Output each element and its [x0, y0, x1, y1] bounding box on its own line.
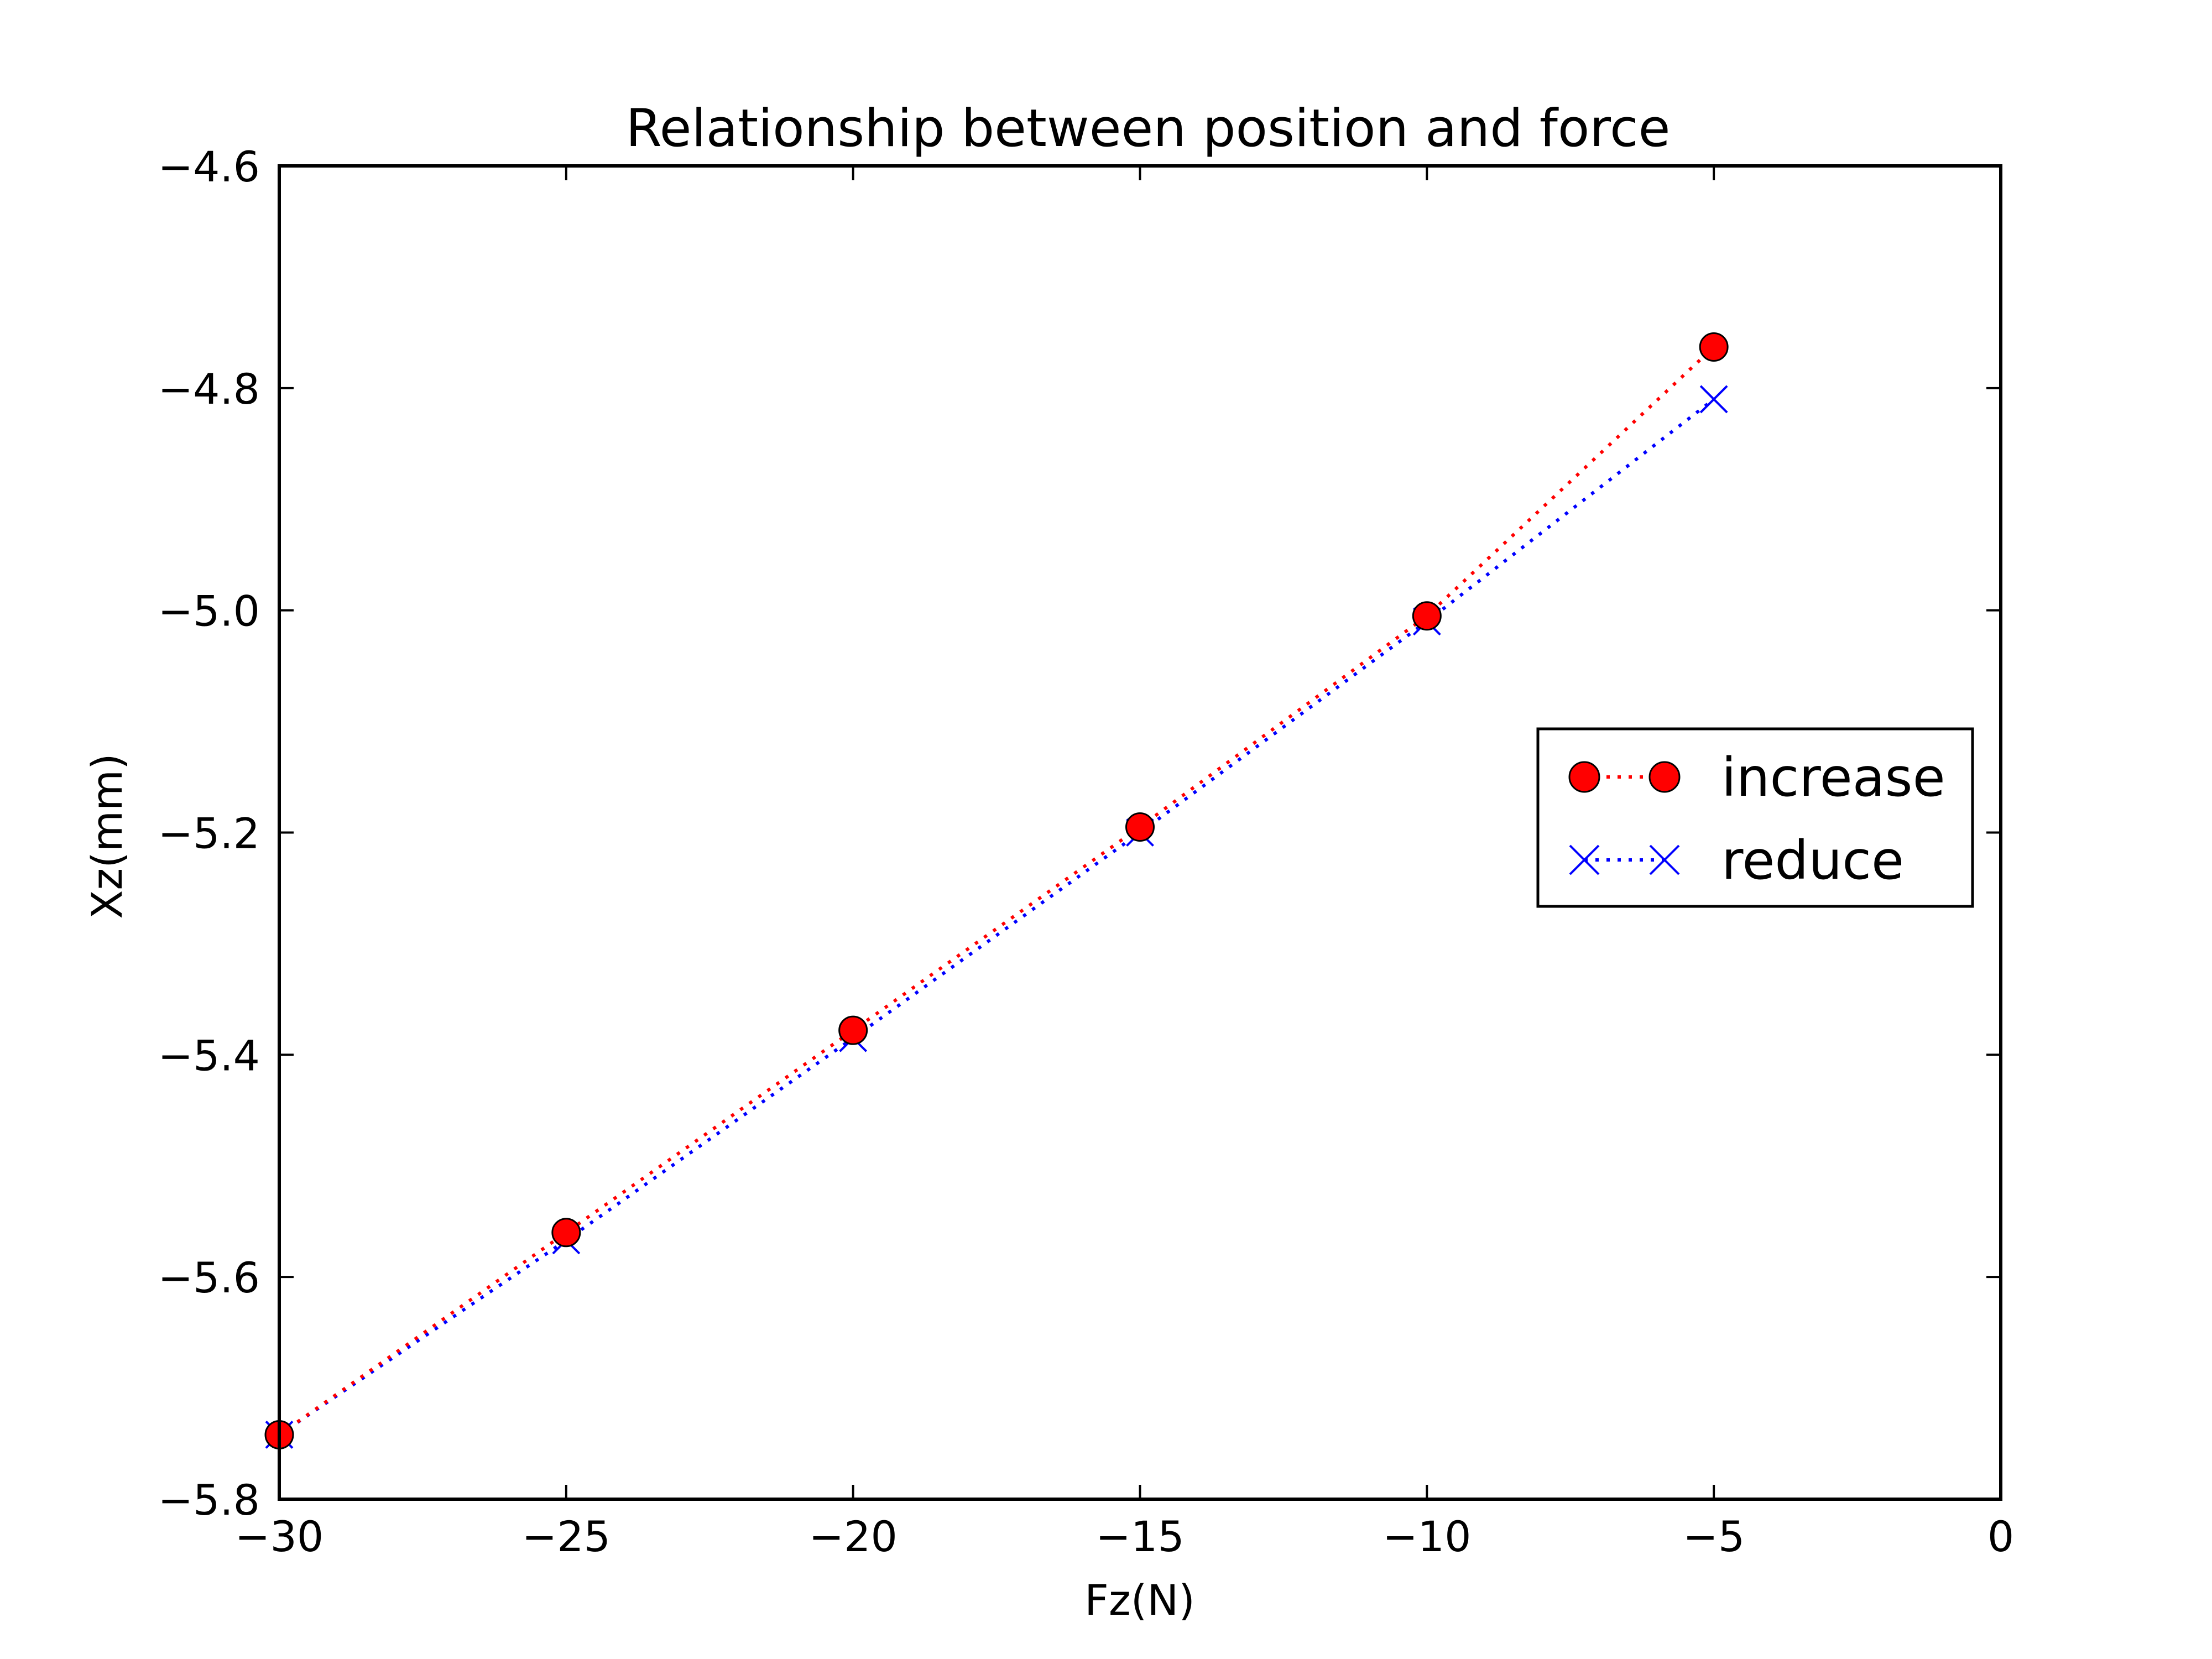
data-point-increase [1412, 601, 1442, 631]
y-tick-label: −5.4 [158, 1031, 260, 1080]
x-tick-label: −30 [235, 1512, 324, 1561]
legend-label-increase: increase [1721, 747, 1945, 808]
legend-frame [1536, 727, 1974, 908]
data-point-increase [551, 1218, 581, 1248]
x-tick-label: 0 [1987, 1512, 2014, 1561]
y-tick-label: −5.2 [158, 809, 260, 858]
y-tick-label: −5.6 [158, 1253, 260, 1302]
x-tick-label: −25 [522, 1512, 611, 1561]
axis-ticks: −30 −25 −20 −15 −10 −5 0 −5.8 −5.6 −5.4 −5.2 −5.0 −4… [158, 142, 2014, 1561]
y-axis-label: Xz(mm) [82, 753, 132, 919]
x-tick-label: −10 [1383, 1512, 1471, 1561]
y-tick-label: −5.0 [158, 587, 260, 636]
legend-label-reduce: reduce [1721, 830, 1904, 891]
x-axis-label: Fz(N) [1084, 1575, 1195, 1625]
legend-marker-increase [1648, 761, 1681, 793]
data-point-reduce [1699, 385, 1728, 414]
legend-marker-reduce [1569, 844, 1600, 875]
legend-entries: increase reduce [1568, 747, 1945, 891]
y-tick-label: −4.6 [158, 142, 260, 191]
data-point-increase [838, 1015, 868, 1045]
data-point-increase [1125, 812, 1155, 842]
x-tick-label: −5 [1683, 1512, 1745, 1561]
x-tick-label: −15 [1095, 1512, 1184, 1561]
legend-marker-increase [1568, 761, 1600, 793]
y-tick-label: −5.8 [158, 1475, 260, 1525]
chart-title: Relationship between position and force [626, 98, 1671, 159]
legend: increase reduce [1536, 727, 1974, 908]
x-tick-label: −20 [808, 1512, 897, 1561]
y-tick-label: −4.8 [158, 364, 260, 414]
data-point-increase [1699, 332, 1729, 362]
legend-marker-reduce [1649, 844, 1680, 875]
series-line-reduce [278, 398, 1715, 1436]
